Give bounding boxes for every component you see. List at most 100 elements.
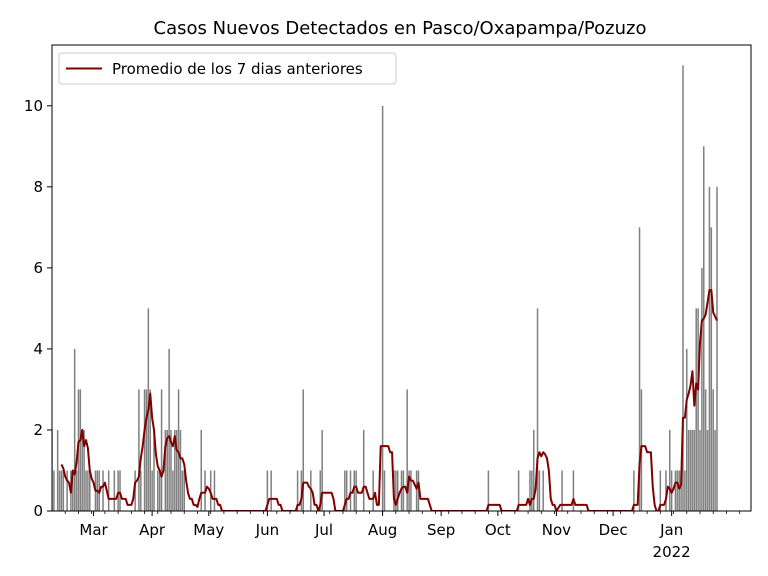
- bar: [62, 470, 65, 511]
- y-tick-label: 0: [33, 502, 43, 520]
- bar: [140, 470, 142, 511]
- y-axis: 0 2 4 6 8 10: [24, 97, 52, 520]
- bar: [344, 470, 346, 511]
- bar: [107, 470, 110, 511]
- bar: [383, 470, 386, 511]
- x-tick-label: Apr: [139, 521, 166, 539]
- bar: [270, 470, 272, 511]
- bar: [686, 348, 688, 511]
- bar: [345, 470, 348, 511]
- bar: [157, 470, 159, 511]
- bar: [538, 470, 541, 511]
- bar: [536, 308, 539, 511]
- bar: [674, 470, 677, 511]
- bar: [58, 470, 61, 511]
- bar: [532, 429, 535, 511]
- y-tick-label: 6: [33, 259, 43, 277]
- average-line-series: [60, 289, 718, 511]
- x-tick-label: Jul: [314, 521, 333, 539]
- bar: [408, 470, 410, 511]
- bar: [669, 429, 671, 511]
- bar: [319, 470, 322, 511]
- legend-box: [58, 52, 397, 85]
- bar: [695, 308, 697, 511]
- bar: [706, 429, 709, 511]
- bar: [79, 389, 82, 511]
- x-tick-label: Jun: [255, 521, 279, 539]
- bar: [85, 470, 87, 511]
- bar: [693, 429, 696, 511]
- bar: [164, 429, 167, 511]
- bar: [684, 470, 686, 511]
- x-axis: Mar Apr May Jun Jul Aug Sep Oct Nov Dec Jan 2022: [64, 511, 741, 561]
- legend: Promedio de los 7 dias anteriores: [58, 52, 397, 85]
- bar: [158, 470, 161, 511]
- x-tick-label: Dec: [599, 521, 628, 539]
- bar: [395, 470, 397, 511]
- chart-title: Casos Nuevos Detectados en Pasco/Oxapamp…: [154, 18, 647, 39]
- bar: [716, 186, 718, 511]
- bar: [353, 470, 356, 511]
- bar: [175, 429, 178, 511]
- bar: [396, 470, 399, 511]
- bar: [572, 470, 575, 511]
- bar: [151, 470, 153, 511]
- bar: [415, 470, 418, 511]
- bar: [714, 429, 716, 511]
- bar: [349, 470, 352, 511]
- bar: [181, 470, 184, 511]
- bar: [680, 470, 682, 511]
- bar: [73, 348, 76, 511]
- bar: [296, 470, 299, 511]
- bar: [703, 146, 705, 511]
- bar: [682, 65, 684, 511]
- bar: [372, 470, 374, 511]
- bar: [83, 429, 85, 511]
- bar: [143, 389, 146, 511]
- bar: [638, 227, 641, 511]
- bar: [138, 389, 140, 511]
- bar: [665, 470, 667, 511]
- average-line: [60, 289, 718, 511]
- bar: [355, 470, 357, 511]
- bar: [102, 470, 104, 511]
- bar: [676, 470, 679, 511]
- bar: [145, 389, 148, 511]
- bar: [708, 186, 711, 511]
- plot-frame: [51, 44, 752, 512]
- bar: [487, 470, 490, 511]
- bar: [66, 470, 68, 511]
- x-tick-label: Sep: [427, 521, 455, 539]
- bar: [53, 470, 55, 511]
- bar: [166, 429, 168, 511]
- bar: [633, 470, 635, 511]
- bar: [529, 470, 531, 511]
- bar: [321, 429, 323, 511]
- bar: [402, 470, 405, 511]
- x-tick-sublabel: 2022: [653, 543, 691, 561]
- bar: [117, 470, 119, 511]
- bar: [704, 389, 707, 511]
- bar: [160, 389, 163, 511]
- bar: [170, 429, 172, 511]
- bar: [177, 389, 180, 511]
- bar: [678, 470, 680, 511]
- bar: [561, 470, 563, 511]
- bar: [691, 429, 694, 511]
- bar: [701, 267, 703, 511]
- bar: [179, 429, 182, 511]
- bar: [213, 470, 216, 511]
- bar: [168, 348, 170, 511]
- bar: [531, 470, 533, 511]
- bar: [542, 470, 544, 511]
- legend-label: Promedio de los 7 dias anteriores: [112, 60, 363, 78]
- x-tick-label: Nov: [542, 521, 571, 539]
- y-tick-label: 2: [33, 421, 43, 439]
- bar: [72, 470, 74, 511]
- bar: [174, 429, 176, 511]
- bar: [56, 429, 59, 511]
- bar: [302, 389, 305, 511]
- bar: [710, 227, 713, 511]
- x-tick-label: Oct: [485, 521, 511, 539]
